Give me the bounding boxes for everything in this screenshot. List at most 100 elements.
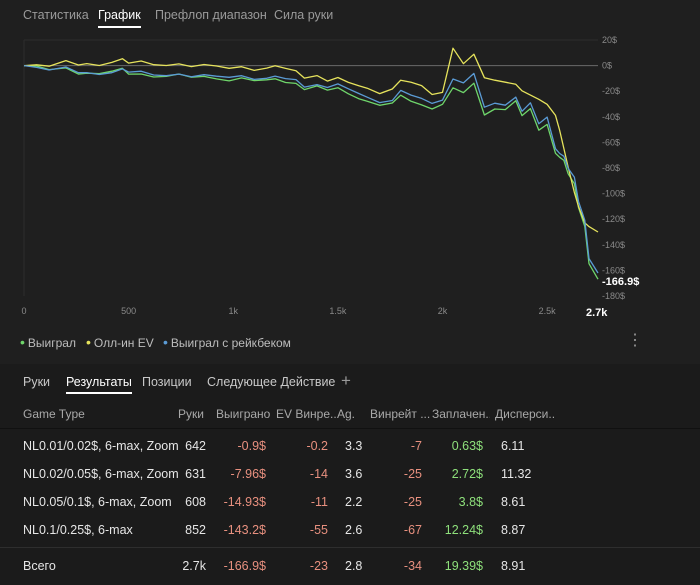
table-header: Game Type Руки Выиграно EV Винре... Ag. … xyxy=(0,400,700,428)
cell-paid-rake: 0.63$ xyxy=(451,439,483,453)
cell-ev-winrate: -0.2 xyxy=(306,439,328,453)
cell-paid-rake: 12.24$ xyxy=(444,523,483,537)
series-line-won xyxy=(23,64,599,280)
tab-results[interactable]: Результаты xyxy=(66,375,132,394)
cell-aggression: 3.6 xyxy=(345,467,363,481)
cell-game-type: NL0.1/0.25$, 6-max xyxy=(23,523,133,537)
add-tab-icon[interactable]: + xyxy=(341,371,351,390)
cell-hands: 608 xyxy=(185,495,206,509)
legend-label: Олл-ин EV xyxy=(93,336,154,350)
cell-aggression: 2.8 xyxy=(345,559,363,573)
legend-dot-icon: • xyxy=(20,334,25,350)
cell-game-type: NL0.02/0.05$, 6-max, Zoom xyxy=(23,467,179,481)
series-line-rakeback xyxy=(23,64,599,274)
legend-label: Выиграл с рейкбеком xyxy=(170,336,291,350)
y-tick-label: -180$ xyxy=(602,291,625,301)
bottom-tab-bar: Руки Результаты Позиции Следующее Действ… xyxy=(0,364,700,400)
table-row[interactable]: NL0.02/0.05$, 6-max, Zoom 631 -7.96$ -14… xyxy=(0,462,700,488)
cell-aggression: 2.2 xyxy=(345,495,363,509)
cell-variance: 6.11 xyxy=(501,439,525,453)
table-row[interactable]: NL0.01/0.02$, 6-max, Zoom 642 -0.9$ -0.2… xyxy=(0,434,700,460)
table-row[interactable]: NL0.1/0.25$, 6-max 852 -143.2$ -55 2.6 -… xyxy=(0,518,700,544)
cell-winrate: -34 xyxy=(403,559,422,573)
cell-paid-rake: 19.39$ xyxy=(444,559,483,573)
final-hands-label: 2.7k xyxy=(586,307,608,319)
y-tick-label: -140$ xyxy=(602,240,625,250)
col-game-type[interactable]: Game Type xyxy=(23,407,85,421)
col-variance[interactable]: Дисперси... xyxy=(495,407,555,421)
x-tick-label: 2.5k xyxy=(539,306,557,316)
profit-chart: 20$ 0$ -20$ -40$ -60$ -80$ -100$ -120$ -140$ -160… xyxy=(21,35,639,319)
tab-statistics[interactable]: Статистика xyxy=(23,8,89,22)
table-row[interactable]: NL0.05/0.1$, 6-max, Zoom 608 -14.93$ -11… xyxy=(0,490,700,516)
cell-ev-winrate: -55 xyxy=(309,523,328,537)
col-won[interactable]: Выиграно xyxy=(216,407,271,421)
cell-ev-winrate: -23 xyxy=(309,559,328,573)
tab-hands[interactable]: Руки xyxy=(23,375,51,389)
cell-hands: 642 xyxy=(185,439,206,453)
legend-dot-icon: • xyxy=(86,334,91,350)
x-tick-label: 0 xyxy=(21,306,26,316)
x-tick-label: 1k xyxy=(229,306,239,316)
cell-winrate: -7 xyxy=(410,439,422,453)
x-tick-label: 2k xyxy=(438,306,448,316)
cell-game-type: NL0.01/0.02$, 6-max, Zoom xyxy=(23,439,179,453)
top-tab-bar: Статистика График Префлоп диапазон Сила … xyxy=(0,0,700,34)
y-tick-label: -120$ xyxy=(602,214,625,224)
header-divider xyxy=(0,428,700,429)
cell-hands: 2.7k xyxy=(182,559,206,573)
legend-dot-icon: • xyxy=(163,334,168,350)
cell-paid-rake: 3.8$ xyxy=(458,495,483,509)
y-tick-label: -100$ xyxy=(602,189,625,199)
col-aggression[interactable]: Ag. xyxy=(337,407,356,421)
cell-variance: 8.61 xyxy=(501,495,526,509)
legend-item-rakeback[interactable]: • Выиграл с рейкбеком xyxy=(163,334,291,350)
final-value-label: -166.9$ xyxy=(602,276,639,288)
cell-total-label: Всего xyxy=(23,559,56,573)
tab-positions[interactable]: Позиции xyxy=(142,375,192,389)
tab-graph[interactable]: График xyxy=(98,8,141,28)
legend-item-allin-ev[interactable]: • Олл-ин EV xyxy=(86,334,154,350)
y-tick-label: -40$ xyxy=(602,112,620,122)
legend-label: Выиграл xyxy=(27,336,76,350)
cell-variance: 8.87 xyxy=(501,523,526,537)
cell-ev-winrate: -14 xyxy=(309,467,328,481)
col-ev-winrate[interactable]: EV Винре... xyxy=(276,407,336,421)
series-line-allin_ev xyxy=(23,47,599,233)
x-tick-label: 500 xyxy=(121,306,136,316)
y-tick-label: -160$ xyxy=(602,265,625,275)
total-row[interactable]: Всего 2.7k -166.9$ -23 2.8 -34 19.39$ 8.… xyxy=(0,554,700,580)
legend-item-won[interactable]: • Выиграл xyxy=(20,334,76,350)
cell-game-type: NL0.05/0.1$, 6-max, Zoom xyxy=(23,495,172,509)
y-tick-label: -80$ xyxy=(602,163,620,173)
total-divider xyxy=(0,547,700,548)
cell-won: -0.9$ xyxy=(237,439,267,453)
x-tick-label: 1.5k xyxy=(329,306,347,316)
cell-hands: 852 xyxy=(185,523,206,537)
kebab-menu-icon[interactable]: ⋮ xyxy=(627,332,643,349)
y-tick-label: 20$ xyxy=(602,35,617,45)
cell-hands: 631 xyxy=(185,467,206,481)
y-tick-label: 0$ xyxy=(602,61,612,71)
cell-aggression: 3.3 xyxy=(345,439,363,453)
cell-aggression: 2.6 xyxy=(345,523,363,537)
cell-variance: 11.32 xyxy=(501,467,532,481)
col-hands[interactable]: Руки xyxy=(178,407,204,421)
cell-paid-rake: 2.72$ xyxy=(451,467,483,481)
cell-won: -143.2$ xyxy=(223,523,266,537)
cell-won: -166.9$ xyxy=(223,559,266,573)
col-paid-rake[interactable]: Заплачен... xyxy=(432,407,490,421)
col-winrate[interactable]: Винрейт ... xyxy=(370,407,431,421)
y-tick-label: -20$ xyxy=(602,86,620,96)
cell-ev-winrate: -11 xyxy=(310,495,328,509)
tab-preflop-range[interactable]: Префлоп диапазон xyxy=(155,8,267,22)
tab-next-action[interactable]: Следующее Действие xyxy=(207,375,336,389)
cell-variance: 8.91 xyxy=(501,559,526,573)
cell-winrate: -67 xyxy=(403,523,422,537)
tab-hand-strength[interactable]: Сила руки xyxy=(274,8,334,22)
cell-winrate: -25 xyxy=(403,495,422,509)
cell-winrate: -25 xyxy=(403,467,422,481)
results-panel: Руки Результаты Позиции Следующее Действ… xyxy=(0,364,700,585)
cell-won: -14.93$ xyxy=(223,495,266,509)
cell-won: -7.96$ xyxy=(230,467,266,481)
